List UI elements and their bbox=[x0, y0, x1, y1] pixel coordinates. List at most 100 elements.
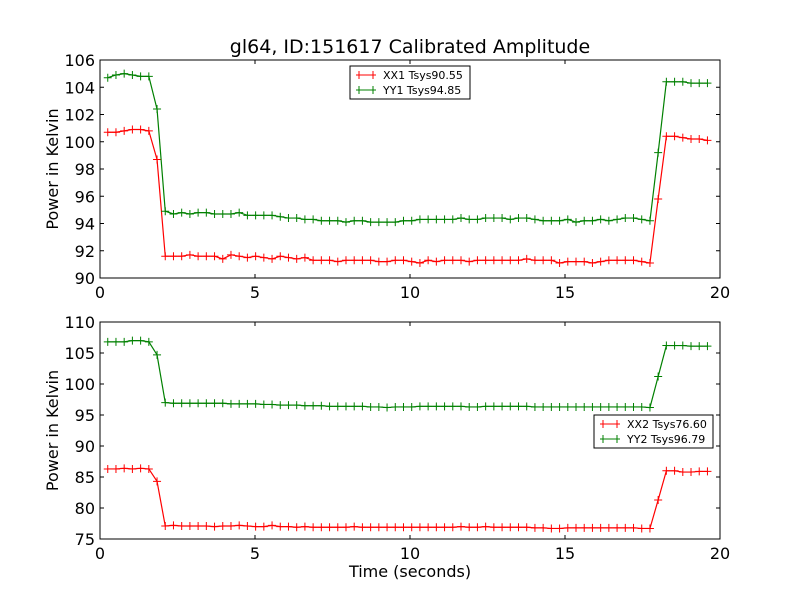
data-point-marker bbox=[678, 341, 687, 350]
data-point-marker bbox=[366, 402, 375, 411]
y-tick-label: 98 bbox=[75, 160, 95, 179]
data-point-marker bbox=[481, 214, 490, 223]
data-point-marker bbox=[621, 256, 630, 265]
data-point-marker bbox=[161, 207, 170, 216]
data-point-marker bbox=[424, 215, 433, 224]
legend-swatch bbox=[600, 420, 620, 428]
data-point-marker bbox=[572, 218, 581, 227]
data-point-marker bbox=[276, 212, 285, 221]
data-point-marker bbox=[218, 521, 227, 530]
y-tick-label: 100 bbox=[64, 375, 95, 394]
y-tick-label: 104 bbox=[64, 78, 95, 97]
data-point-marker bbox=[111, 337, 120, 346]
data-point-marker bbox=[654, 372, 663, 381]
data-point-marker bbox=[547, 216, 556, 225]
data-point-marker bbox=[325, 523, 334, 532]
data-point-marker bbox=[555, 216, 564, 225]
data-point-marker bbox=[144, 337, 153, 346]
data-point-marker bbox=[703, 342, 712, 351]
data-point-marker bbox=[687, 342, 696, 351]
data-point-marker bbox=[259, 253, 268, 262]
data-point-marker bbox=[678, 468, 687, 477]
data-point-marker bbox=[563, 215, 572, 224]
data-point-marker bbox=[424, 256, 433, 265]
data-point-marker bbox=[489, 402, 498, 411]
data-point-marker bbox=[276, 401, 285, 410]
data-point-marker bbox=[383, 523, 392, 532]
data-point-marker bbox=[678, 77, 687, 86]
data-point-marker bbox=[136, 336, 145, 345]
data-point-marker bbox=[580, 216, 589, 225]
legend-label: XX1 Tsys90.55 bbox=[383, 69, 463, 82]
data-point-marker bbox=[588, 402, 597, 411]
data-point-marker bbox=[588, 259, 597, 268]
y-tick-label: 85 bbox=[75, 468, 95, 487]
data-point-marker bbox=[292, 254, 301, 263]
data-point-marker bbox=[440, 215, 449, 224]
data-point-marker bbox=[456, 256, 465, 265]
data-point-marker bbox=[506, 256, 515, 265]
data-point-marker bbox=[473, 523, 482, 532]
data-point-marker bbox=[243, 521, 252, 530]
data-point-marker bbox=[202, 399, 211, 408]
series-line-xx2 bbox=[107, 467, 708, 530]
data-point-marker bbox=[596, 257, 605, 266]
data-point-marker bbox=[489, 256, 498, 265]
data-point-marker bbox=[120, 337, 129, 346]
data-point-marker bbox=[341, 402, 350, 411]
data-point-marker bbox=[522, 254, 531, 263]
data-point-marker bbox=[251, 252, 260, 261]
data-point-marker bbox=[210, 252, 219, 261]
y-tick-label: 75 bbox=[75, 530, 95, 549]
data-point-marker bbox=[514, 214, 523, 223]
data-point-marker bbox=[251, 399, 260, 408]
data-point-marker bbox=[530, 256, 539, 265]
data-point-marker bbox=[547, 524, 556, 533]
series-line-yy2 bbox=[107, 340, 708, 409]
x-tick-label: 20 bbox=[710, 283, 730, 302]
data-point-marker bbox=[276, 522, 285, 531]
x-tick-label: 15 bbox=[555, 283, 575, 302]
data-point-marker bbox=[407, 257, 416, 266]
data-point-marker bbox=[613, 523, 622, 532]
data-point-marker bbox=[407, 523, 416, 532]
data-point-marker bbox=[120, 126, 129, 135]
data-point-marker bbox=[103, 128, 112, 137]
data-point-marker bbox=[637, 402, 646, 411]
series-line-xx1 bbox=[107, 128, 708, 264]
data-point-marker bbox=[415, 523, 424, 532]
data-point-marker bbox=[637, 215, 646, 224]
data-point-marker bbox=[103, 73, 112, 82]
data-point-marker bbox=[169, 399, 178, 408]
data-point-marker bbox=[235, 208, 244, 217]
data-point-marker bbox=[341, 218, 350, 227]
data-point-marker bbox=[506, 215, 515, 224]
data-point-marker bbox=[645, 403, 654, 412]
data-point-marker bbox=[465, 523, 474, 532]
data-point-marker bbox=[621, 402, 630, 411]
data-point-marker bbox=[383, 403, 392, 412]
data-point-marker bbox=[514, 523, 523, 532]
data-point-marker bbox=[194, 208, 203, 217]
data-point-marker bbox=[687, 468, 696, 477]
data-point-marker bbox=[317, 216, 326, 225]
data-point-marker bbox=[399, 402, 408, 411]
data-point-marker bbox=[448, 402, 457, 411]
data-point-marker bbox=[153, 477, 162, 486]
data-point-marker bbox=[703, 467, 712, 476]
data-point-marker bbox=[268, 521, 277, 530]
data-point-marker bbox=[695, 342, 704, 351]
data-point-marker bbox=[440, 523, 449, 532]
data-point-marker bbox=[498, 214, 507, 223]
data-point-marker bbox=[243, 399, 252, 408]
data-point-marker bbox=[448, 215, 457, 224]
data-point-marker bbox=[358, 216, 367, 225]
data-point-marker bbox=[670, 341, 679, 350]
data-point-marker bbox=[235, 252, 244, 261]
data-point-marker bbox=[391, 523, 400, 532]
x-tick-label: 10 bbox=[400, 544, 420, 563]
data-point-marker bbox=[136, 125, 145, 134]
data-point-marker bbox=[218, 399, 227, 408]
data-point-marker bbox=[194, 252, 203, 261]
